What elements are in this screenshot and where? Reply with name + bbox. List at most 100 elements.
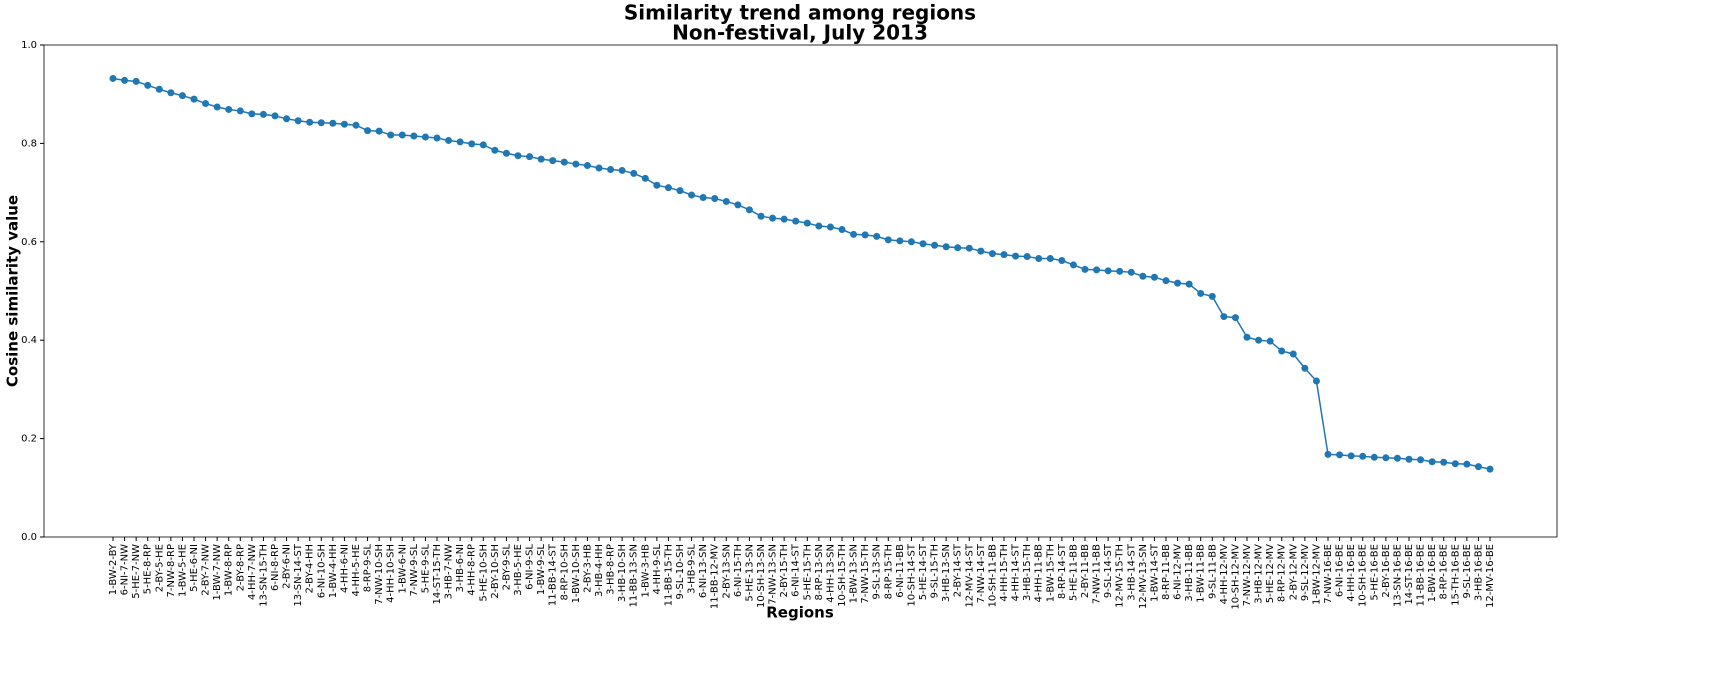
x-tick-label: 1-BW-13-SN — [849, 544, 860, 603]
x-tick-label: 3-HB-8-RP — [606, 544, 617, 595]
data-point — [745, 206, 753, 214]
x-tick-label: 6-NI-8-RP — [270, 544, 281, 591]
x-axis-label: Regions — [766, 604, 834, 622]
x-tick-label: 6-NI-9-SL — [525, 544, 536, 590]
data-point — [907, 238, 915, 246]
x-tick-label: 4-HH-8-RP — [467, 544, 478, 596]
x-tick-label: 9-SL-15-TH — [930, 544, 941, 598]
data-point — [283, 115, 291, 123]
data-point — [664, 184, 672, 192]
data-point — [1393, 454, 1401, 462]
plot-frame — [43, 44, 1558, 538]
x-tick-label: 6-NI-13-SN — [698, 544, 709, 598]
x-tick-label: 1-BW-6-NI — [397, 544, 408, 594]
x-tick-label: 6-NI-10-SH — [316, 544, 327, 598]
x-tick-label: 14-ST-16-BE — [1404, 544, 1415, 605]
data-point — [491, 146, 499, 154]
x-tick-label: 5-HE-10-SH — [478, 544, 489, 602]
x-tick-label: 5-HE-14-ST — [918, 543, 929, 600]
data-point — [988, 250, 996, 258]
data-point — [421, 133, 429, 141]
data-point — [595, 164, 603, 172]
x-tick-label: 11-BB-14-ST — [548, 543, 559, 606]
data-point — [803, 219, 811, 227]
data-point — [109, 74, 117, 82]
data-point — [1174, 279, 1182, 287]
x-tick-label: 3-HB-9-SL — [687, 544, 698, 594]
x-tick-label: 8-RP-12-MV — [1277, 544, 1288, 602]
data-point — [549, 157, 557, 165]
x-tick-label: 5-HE-8-RP — [143, 544, 154, 594]
x-tick-label: 2-BY-13-SN — [721, 544, 732, 599]
data-point — [688, 191, 696, 199]
x-tick-label: 12-MV-14-ST — [964, 543, 975, 608]
data-point — [236, 107, 244, 115]
x-tick-label: 10-SH-16-BE — [1358, 544, 1369, 607]
x-tick-label: 3-HB-12-MV — [1254, 544, 1265, 604]
x-tick-label: 9-SL-13-SN — [872, 544, 883, 599]
data-point — [259, 110, 267, 118]
x-tick-label: 7-NW-8-RP — [166, 544, 177, 598]
data-point — [722, 197, 730, 205]
x-tick-label: 7-NW-15-TH — [860, 544, 871, 604]
x-tick-label: 1-BW-15-TH — [1045, 544, 1056, 602]
x-tick-label: 4-HH-13-SN — [825, 544, 836, 603]
data-point — [340, 120, 348, 128]
x-tick-label: 1-BW-4-HH — [328, 544, 339, 598]
data-point — [410, 132, 418, 140]
data-point — [1486, 465, 1494, 473]
x-tick-label: 1-BW-14-ST — [1149, 543, 1160, 602]
x-tick-label: 1-BW-16-BE — [1427, 544, 1438, 602]
y-tick-label: 0.6 — [21, 237, 37, 248]
data-point — [375, 127, 383, 135]
data-point — [1370, 453, 1378, 461]
x-tick-label: 5-HE-9-SL — [420, 544, 431, 594]
x-tick-label: 3-HB-10-SH — [617, 544, 628, 602]
x-tick-label: 3-HB-13-SN — [941, 544, 952, 602]
x-tick-label: 7-NW-13-SN — [768, 544, 779, 605]
x-tick-label: 11-BB-12-MV — [710, 544, 721, 609]
data-point — [931, 241, 939, 249]
data-point — [1220, 313, 1228, 321]
data-point — [1231, 314, 1239, 322]
x-tick-label: 14-ST-15-TH — [432, 544, 443, 605]
x-tick-label: 5-HE-13-SN — [744, 544, 755, 602]
y-axis-label: Cosine similarity value — [4, 195, 22, 387]
data-point — [1266, 337, 1274, 345]
data-point — [769, 214, 777, 222]
x-tick-label: 2-BY-5-HE — [154, 544, 165, 592]
x-tick-label: 7-NW-10-SH — [374, 544, 385, 605]
data-point — [144, 81, 152, 89]
y-tick-label: 0.4 — [21, 335, 37, 346]
x-tick-label: 11-BB-13-SN — [629, 544, 640, 607]
data-point — [1185, 280, 1193, 288]
x-tick-label: 9-SL-16-BE — [1462, 544, 1473, 598]
data-point — [1382, 454, 1390, 462]
x-tick-label: 4-HH-16-BE — [1346, 544, 1357, 602]
data-point — [155, 85, 163, 93]
data-point — [815, 222, 823, 230]
x-tick-label: 2-BY-3-HB — [582, 544, 593, 593]
data-point — [757, 212, 765, 220]
x-tick-label: 1-BW-11-BB — [1196, 544, 1207, 603]
data-point — [583, 162, 591, 170]
x-tick-label: 2-BY-15-TH — [779, 544, 790, 598]
x-tick-label: 3-HB-7-NW — [444, 544, 455, 599]
y-tick-label: 0.2 — [21, 434, 37, 445]
data-point — [1474, 463, 1482, 471]
x-tick-label: 7-NW-9-SL — [409, 544, 420, 597]
x-tick-label: 10-SH-13-SN — [756, 544, 767, 608]
data-point — [1093, 266, 1101, 274]
x-tick-label: 2-BY-8-RP — [235, 544, 246, 591]
x-tick-label: 1-BW-5-HE — [177, 544, 188, 597]
data-point — [387, 131, 395, 139]
x-tick-label: 4-HH-5-HE — [351, 544, 362, 596]
data-point — [1440, 458, 1448, 466]
data-point — [792, 217, 800, 225]
data-point — [1127, 268, 1135, 276]
x-tick-label: 3-HB-16-BE — [1473, 544, 1484, 601]
x-tick-label: 12-MV-13-SN — [1138, 544, 1149, 609]
data-point — [780, 215, 788, 223]
x-tick-label: 4-HH-7-NW — [247, 544, 258, 600]
x-tick-label: 6-NI-14-ST — [791, 543, 802, 597]
